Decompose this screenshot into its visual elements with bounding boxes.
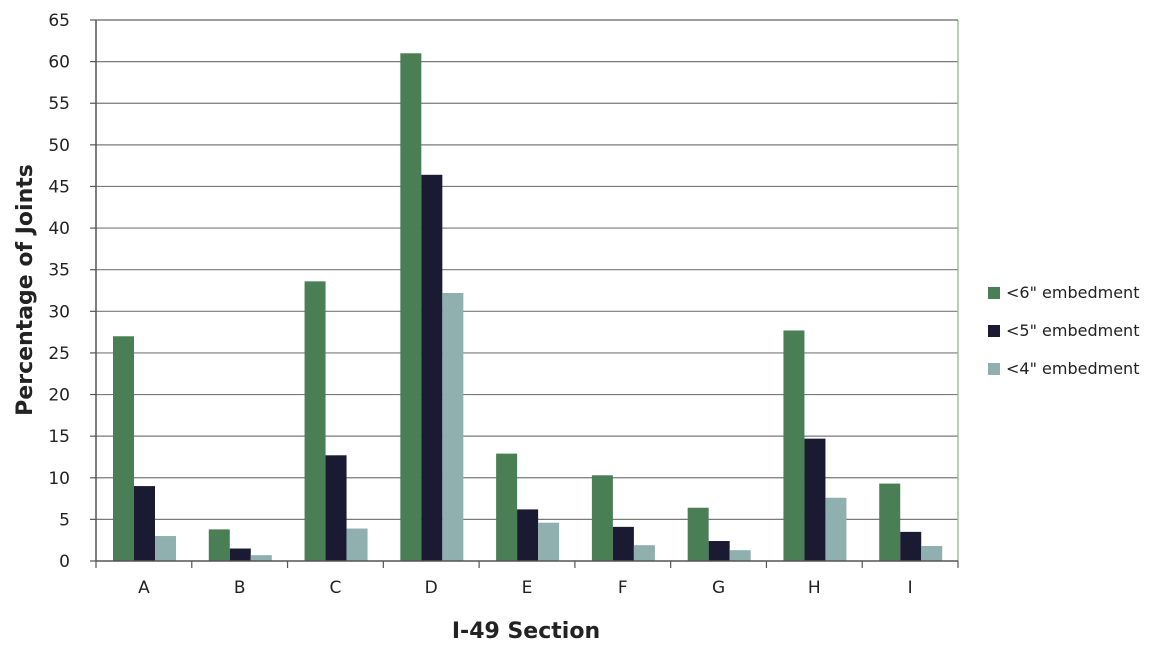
bar-C-series-2 — [325, 455, 347, 561]
legend-label: <5" embedment — [1006, 321, 1139, 340]
bar-B-series-2 — [229, 548, 251, 561]
y-tick-label: 50 — [48, 136, 70, 156]
bar-B-series-3 — [250, 555, 272, 561]
x-tick-label: G — [712, 578, 725, 598]
bar-B-series-1 — [208, 529, 230, 561]
bar-E-series-3 — [538, 522, 560, 561]
y-tick-label: 20 — [48, 386, 70, 406]
legend-swatch — [988, 287, 1000, 299]
y-axis-title: Percentage of Joints — [13, 164, 38, 416]
y-tick-label: 15 — [48, 427, 70, 447]
x-tick-label: I — [908, 578, 913, 598]
bar-A-series-2 — [134, 486, 155, 561]
axes — [90, 19, 959, 568]
x-tick-label: A — [138, 578, 150, 598]
y-tick-label: 55 — [48, 94, 70, 114]
bar-D-series-1 — [400, 53, 422, 562]
bar-D-series-2 — [421, 174, 443, 561]
bars — [113, 53, 943, 562]
y-tick-label: 25 — [48, 344, 70, 364]
bar-G-series-1 — [687, 507, 709, 561]
bar-I-series-3 — [921, 546, 943, 561]
legend-swatch — [988, 363, 1000, 375]
y-tick-label: 30 — [48, 302, 70, 322]
bar-H-series-1 — [783, 330, 805, 561]
legend-label: <6" embedment — [1006, 283, 1139, 302]
bar-E-series-2 — [517, 509, 539, 561]
x-tick-label: C — [330, 578, 342, 598]
bar-G-series-2 — [708, 541, 730, 561]
bar-H-series-2 — [804, 438, 826, 561]
bar-H-series-3 — [825, 497, 847, 561]
bar-E-series-1 — [496, 453, 518, 561]
y-tick-label: 10 — [48, 469, 70, 489]
y-tick-label: 45 — [48, 177, 70, 197]
y-tick-label: 60 — [48, 53, 70, 73]
bar-A-series-3 — [155, 536, 176, 561]
bar-F-series-3 — [633, 545, 655, 561]
bar-I-series-1 — [879, 483, 901, 561]
x-tick-label: H — [808, 578, 821, 598]
bar-A-series-1 — [113, 336, 134, 561]
y-tick-label: 35 — [48, 261, 70, 281]
x-axis-title: I-49 Section — [452, 619, 600, 644]
bar-C-series-3 — [346, 528, 368, 561]
x-tick-label: E — [522, 578, 533, 598]
y-tick-label: 65 — [48, 11, 70, 31]
x-tick-label: D — [425, 578, 438, 598]
y-tick-label: 40 — [48, 219, 70, 239]
bar-I-series-2 — [900, 531, 922, 561]
x-tick-label: B — [234, 578, 246, 598]
gridlines — [96, 19, 958, 520]
bar-F-series-1 — [591, 475, 613, 561]
bar-G-series-3 — [729, 550, 751, 561]
legend-label: <4" embedment — [1006, 359, 1139, 378]
x-tick-labels: A B C D E F G H I — [138, 578, 913, 598]
bar-D-series-3 — [442, 292, 464, 561]
legend: <6" embedment <5" embedment <4" embedment — [988, 283, 1139, 378]
legend-swatch — [988, 325, 1000, 337]
bar-F-series-2 — [612, 526, 634, 561]
x-tick-label: F — [618, 578, 628, 598]
bar-C-series-1 — [304, 281, 326, 561]
y-tick-label: 0 — [59, 552, 70, 572]
y-tick-label: 5 — [59, 510, 70, 530]
y-tick-labels: 0 5 10 15 20 25 30 35 40 45 50 55 60 65 — [48, 11, 70, 572]
